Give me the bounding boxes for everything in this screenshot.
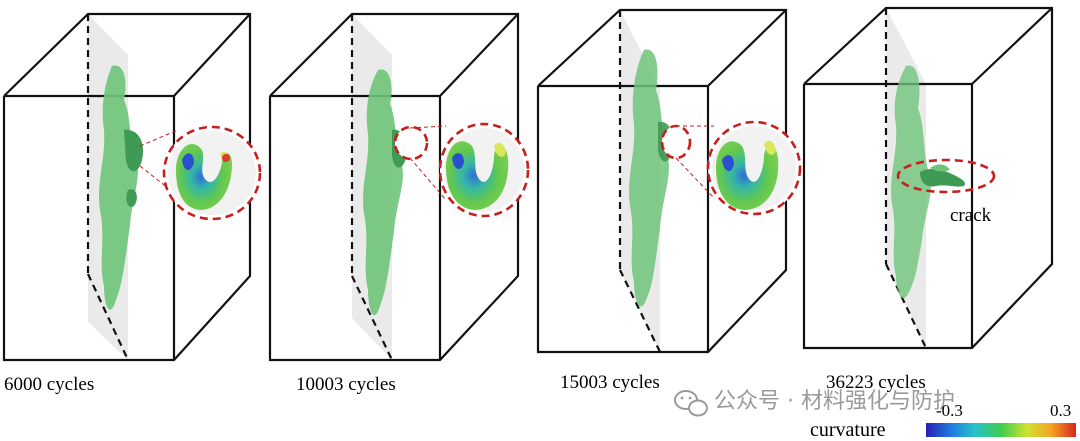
inclusion-surface [99,65,144,310]
zoom-connector [409,125,447,129]
cycle-label: 15003 cycles [560,372,660,393]
cycle-label: 36223 cycles [826,372,926,393]
colorbar-gradient [926,423,1076,437]
crack-label: crack [950,205,992,226]
panel-15003-cycles: 15003 cycles [536,8,802,393]
zoom-inset [706,120,802,216]
zoom-connector [139,165,179,197]
specimen-box [802,6,1054,350]
panel-10003-cycles: 10003 cycles [268,12,530,395]
panel-36223-cycles: crack 36223 cycles [802,6,1054,393]
specimen-box [536,8,788,354]
watermark-text: 公众号 · 材料强化与防护 [714,389,955,414]
inclusion-surface [891,65,931,299]
zoom-source-ring [660,124,692,160]
wechat-icon [674,390,708,417]
watermark: 公众号 · 材料强化与防护 [674,389,955,417]
zoom-source-ring [393,125,429,161]
zoom-connector [139,129,179,147]
crack-highlight-ring [896,158,996,194]
cycle-label: 6000 cycles [4,374,94,395]
colorbar-max-label: 0.3 [1050,401,1071,420]
crack-surface [920,164,966,187]
cycle-label: 10003 cycles [296,374,396,395]
zoom-connector [675,157,715,199]
zoom-connector [409,157,447,201]
colorbar-min-label: -0.3 [936,401,963,420]
panel-6000-cycles: 6000 cycles [2,12,262,395]
inclusion-surface [629,49,674,307]
colorbar-title: curvature [810,419,886,441]
specimen-box [268,12,520,362]
zoom-inset [438,122,530,218]
specimen-box [2,12,252,362]
zoom-inset [162,125,262,221]
inclusion-surface [363,69,408,316]
curvature-colorbar: -0.3 0.3 curvature [810,401,1076,441]
